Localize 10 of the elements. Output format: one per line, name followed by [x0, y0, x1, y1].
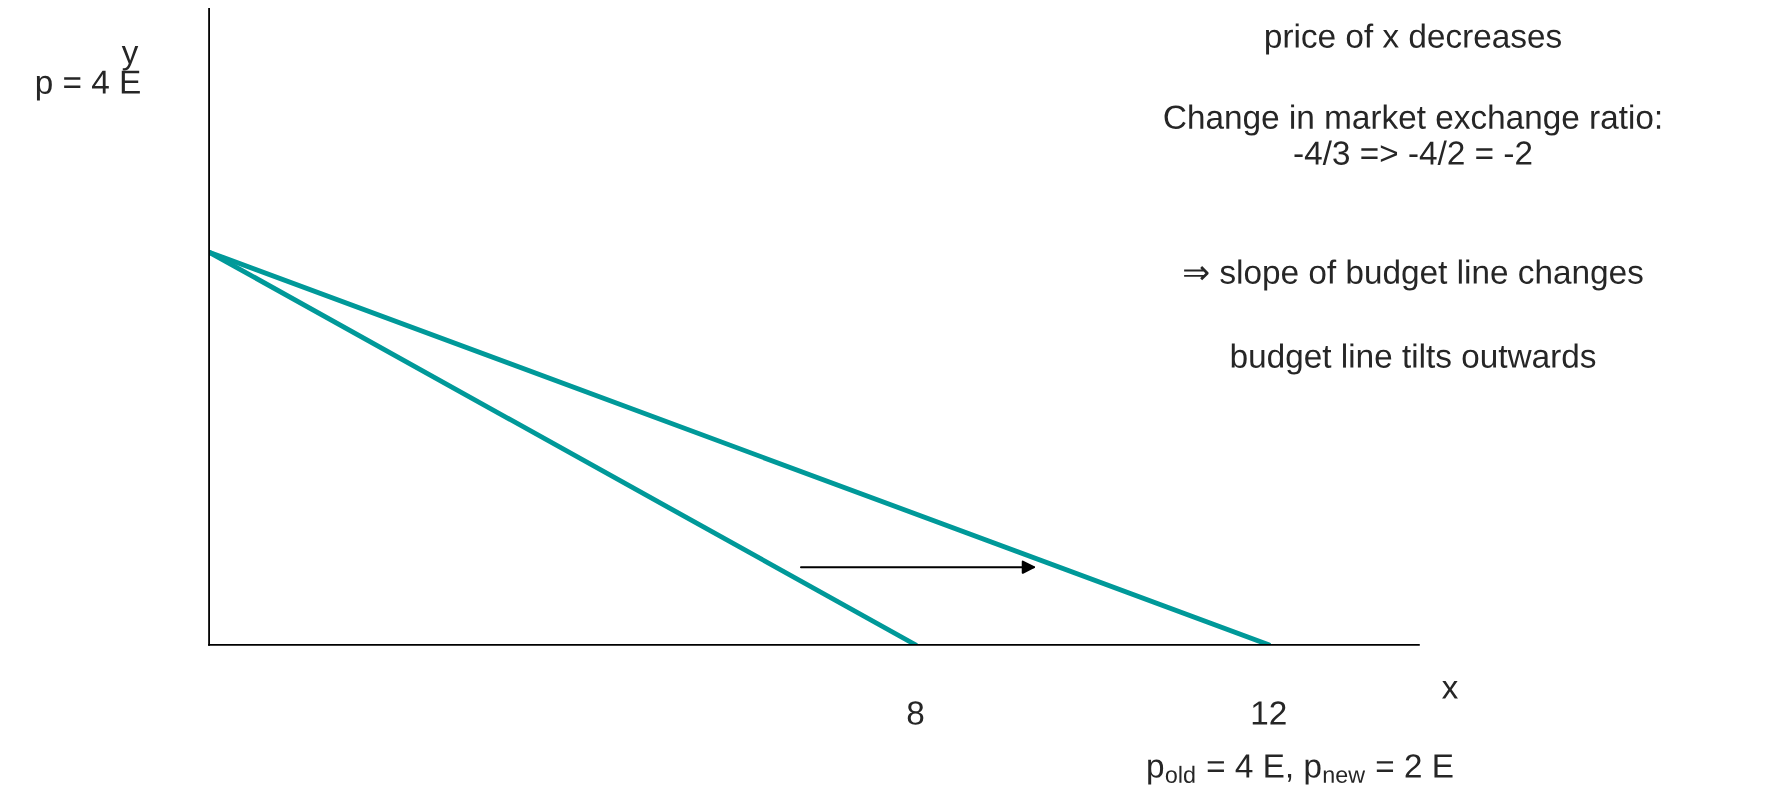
text: p = 4 E — [36, 70, 140, 101]
text: price of x decreases — [1266, 23, 1561, 55]
text: y — [121, 46, 139, 71]
annotation: budget line tilts outwards — [1231, 343, 1596, 375]
x-tick-label: 12 — [1252, 701, 1286, 725]
x-axis-title: x — [1442, 681, 1458, 699]
x-tick-label: 8 — [907, 701, 924, 725]
text: p$_{old}$ = 4 E, p$_{new}$ = 2 E — [1148, 754, 1453, 785]
text: Change in market exchange ratio: -4/3 => -4/2 = -2 — [1164, 104, 1661, 165]
annotation: ⇒ slope of budget line changes — [1184, 259, 1643, 291]
